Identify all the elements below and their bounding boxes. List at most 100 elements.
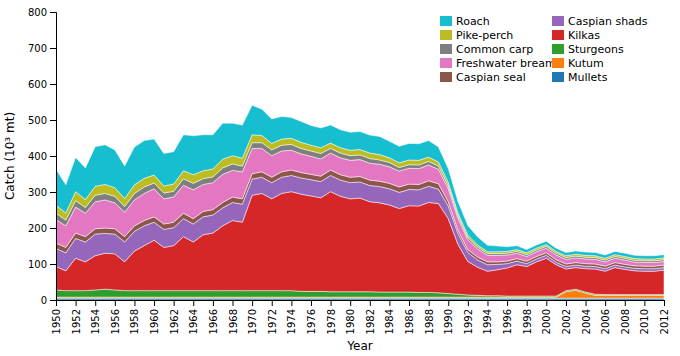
legend-item: Sturgeons bbox=[552, 43, 624, 56]
axis-line bbox=[57, 301, 665, 307]
legend-item: Caspian seal bbox=[440, 71, 526, 84]
tick-label: 1954 bbox=[90, 309, 101, 334]
tick-mark bbox=[50, 84, 56, 85]
legend-label: Roach bbox=[456, 15, 490, 28]
tick-label: 2006 bbox=[600, 309, 611, 334]
y-tick: 700 bbox=[28, 43, 56, 54]
areas bbox=[56, 105, 664, 300]
tick-label: 100 bbox=[28, 259, 47, 270]
tick-label: 2000 bbox=[541, 309, 552, 334]
legend-label: Sturgeons bbox=[568, 43, 624, 56]
y-axis: 0 100 200 300 400 500 600 700 800 bbox=[28, 7, 57, 306]
legend-swatch bbox=[440, 44, 452, 54]
tick-label: 1980 bbox=[345, 309, 356, 334]
legend-label: Pike-perch bbox=[456, 29, 513, 42]
tick-mark bbox=[50, 228, 56, 229]
x-tick: 1976 bbox=[306, 300, 317, 334]
tick-mark bbox=[154, 300, 155, 306]
x-tick: 1982 bbox=[365, 300, 376, 334]
tick-label: 800 bbox=[28, 7, 47, 18]
tick-label: 1956 bbox=[110, 309, 121, 334]
tick-label: 1970 bbox=[247, 309, 258, 334]
x-tick: 1962 bbox=[169, 300, 180, 334]
chart: 1950195219541956195819601962196419661968… bbox=[0, 0, 680, 356]
legend-swatch bbox=[440, 72, 452, 82]
legend-swatch bbox=[552, 30, 564, 40]
tick-mark bbox=[409, 300, 410, 306]
axis-line bbox=[50, 13, 57, 301]
y-tick: 600 bbox=[28, 79, 56, 90]
tick-label: 2002 bbox=[561, 309, 572, 334]
x-tick: 1970 bbox=[247, 300, 258, 334]
tick-label: 1974 bbox=[286, 309, 297, 334]
tick-mark bbox=[252, 300, 253, 306]
tick-mark bbox=[272, 300, 273, 306]
area bbox=[56, 105, 664, 259]
tick-mark bbox=[50, 156, 56, 157]
tick-mark bbox=[95, 300, 96, 306]
tick-label: 2010 bbox=[639, 309, 650, 334]
tick-mark bbox=[233, 300, 234, 306]
x-tick: 1968 bbox=[228, 300, 239, 334]
x-tick: 1986 bbox=[404, 300, 415, 334]
x-tick: 1992 bbox=[463, 300, 474, 334]
legend-swatch bbox=[440, 30, 452, 40]
plot-area: 1950195219541956195819601962196419661968… bbox=[28, 7, 670, 335]
legend-item: Caspian shads bbox=[552, 15, 648, 28]
tick-mark bbox=[586, 300, 587, 306]
tick-label: 1962 bbox=[169, 309, 180, 334]
tick-mark bbox=[50, 192, 56, 193]
x-tick: 1996 bbox=[502, 300, 513, 334]
tick-label: 1994 bbox=[482, 309, 493, 334]
tick-label: 1988 bbox=[424, 309, 435, 334]
y-tick: 200 bbox=[28, 223, 56, 234]
legend-item: Freshwater bream bbox=[440, 57, 556, 70]
tick-mark bbox=[468, 300, 469, 306]
legend-item: Mullets bbox=[552, 71, 608, 84]
tick-label: 1978 bbox=[326, 309, 337, 334]
x-tick: 2012 bbox=[659, 300, 670, 334]
y-tick: 500 bbox=[28, 115, 56, 126]
tick-mark bbox=[50, 264, 56, 265]
tick-label: 400 bbox=[28, 151, 47, 162]
x-tick: 1974 bbox=[286, 300, 297, 334]
tick-label: 700 bbox=[28, 43, 47, 54]
tick-mark bbox=[566, 300, 567, 306]
x-tick: 1966 bbox=[208, 300, 219, 334]
tick-mark bbox=[291, 300, 292, 306]
tick-mark bbox=[174, 300, 175, 306]
legend-item: Kutum bbox=[552, 57, 604, 70]
tick-label: 1976 bbox=[306, 309, 317, 334]
tick-label: 2012 bbox=[659, 309, 670, 334]
tick-mark bbox=[311, 300, 312, 306]
x-tick: 1952 bbox=[71, 300, 82, 334]
x-tick: 2008 bbox=[620, 300, 631, 334]
x-tick: 2006 bbox=[600, 300, 611, 334]
tick-mark bbox=[664, 300, 665, 306]
y-tick: 0 bbox=[41, 295, 56, 306]
x-tick: 1972 bbox=[267, 300, 278, 334]
tick-label: 1992 bbox=[463, 309, 474, 334]
tick-label: 200 bbox=[28, 223, 47, 234]
x-tick: 1990 bbox=[443, 300, 454, 334]
tick-mark bbox=[50, 120, 56, 121]
x-tick: 1978 bbox=[326, 300, 337, 334]
tick-label: 1986 bbox=[404, 309, 415, 334]
legend-swatch bbox=[552, 58, 564, 68]
tick-mark bbox=[134, 300, 135, 306]
tick-label: 1990 bbox=[443, 309, 454, 334]
tick-mark bbox=[50, 300, 56, 301]
legend-item: Common carp bbox=[440, 43, 533, 56]
tick-mark bbox=[115, 300, 116, 306]
x-tick: 1988 bbox=[424, 300, 435, 334]
tick-label: 300 bbox=[28, 187, 47, 198]
y-tick: 400 bbox=[28, 151, 56, 162]
tick-mark bbox=[193, 300, 194, 306]
tick-mark bbox=[76, 300, 77, 306]
tick-mark bbox=[527, 300, 528, 306]
legend-item: Kilkas bbox=[552, 29, 600, 42]
area bbox=[56, 298, 664, 300]
tick-mark bbox=[429, 300, 430, 306]
tick-label: 2004 bbox=[581, 309, 592, 334]
legend-swatch bbox=[552, 72, 564, 82]
